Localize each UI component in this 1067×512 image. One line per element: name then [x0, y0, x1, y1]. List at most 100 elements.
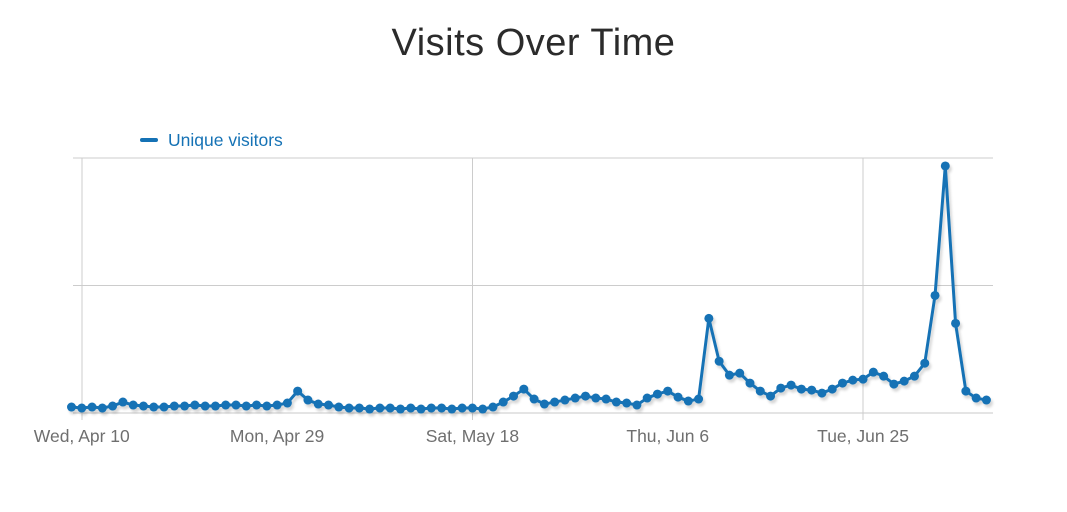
data-point-marker[interactable]	[467, 403, 477, 413]
data-point-marker[interactable]	[868, 367, 878, 377]
data-point-marker[interactable]	[272, 400, 282, 410]
data-point-marker[interactable]	[858, 374, 868, 384]
data-point-marker[interactable]	[776, 383, 786, 393]
data-point-marker[interactable]	[77, 403, 87, 413]
data-point-marker[interactable]	[457, 403, 467, 413]
data-point-marker[interactable]	[611, 397, 621, 407]
data-point-marker[interactable]	[334, 402, 344, 412]
data-point-marker[interactable]	[838, 378, 847, 388]
data-point-marker[interactable]	[231, 400, 241, 410]
data-point-marker[interactable]	[848, 375, 858, 385]
data-point-marker[interactable]	[395, 404, 405, 414]
data-point-marker[interactable]	[920, 358, 930, 368]
data-point-marker[interactable]	[190, 400, 200, 410]
data-point-marker[interactable]	[169, 401, 179, 411]
data-point-marker[interactable]	[488, 402, 498, 412]
data-point-marker[interactable]	[632, 400, 642, 410]
data-point-marker[interactable]	[951, 318, 961, 328]
data-point-marker[interactable]	[365, 404, 375, 414]
legend-line-swatch-icon	[140, 137, 158, 143]
data-point-marker[interactable]	[252, 400, 262, 410]
data-point-marker[interactable]	[930, 290, 940, 300]
data-point-marker[interactable]	[940, 161, 950, 171]
data-point-marker[interactable]	[724, 370, 734, 380]
data-point-marker[interactable]	[694, 394, 704, 404]
data-point-marker[interactable]	[796, 384, 806, 394]
data-point-marker[interactable]	[529, 394, 539, 404]
data-point-marker[interactable]	[807, 385, 817, 395]
data-point-marker[interactable]	[498, 397, 508, 407]
data-point-marker[interactable]	[128, 400, 138, 410]
data-point-marker[interactable]	[570, 393, 580, 403]
data-point-marker[interactable]	[550, 397, 560, 407]
data-point-marker[interactable]	[324, 400, 333, 410]
data-point-marker[interactable]	[210, 401, 220, 411]
data-point-marker[interactable]	[262, 401, 272, 411]
data-point-marker[interactable]	[827, 384, 837, 394]
data-point-marker[interactable]	[683, 396, 693, 406]
data-point-marker[interactable]	[416, 404, 426, 414]
x-axis-tick-label: Mon, Apr 29	[229, 426, 325, 446]
data-point-marker[interactable]	[354, 403, 364, 413]
data-point-marker[interactable]	[899, 376, 909, 386]
data-point-marker[interactable]	[447, 404, 457, 414]
data-point-marker[interactable]	[200, 401, 210, 411]
data-point-marker[interactable]	[673, 392, 683, 402]
data-point-marker[interactable]	[67, 402, 76, 412]
data-point-marker[interactable]	[344, 403, 354, 413]
x-axis-tick-label: Sat, May 18	[425, 426, 520, 446]
data-point-marker[interactable]	[889, 379, 899, 389]
data-point-marker[interactable]	[909, 371, 919, 381]
data-point-marker[interactable]	[581, 391, 590, 401]
data-point-marker[interactable]	[303, 395, 313, 405]
data-point-marker[interactable]	[108, 401, 118, 411]
data-point-marker[interactable]	[180, 401, 190, 411]
data-point-marker[interactable]	[745, 378, 755, 388]
data-point-marker[interactable]	[282, 398, 292, 408]
data-point-marker[interactable]	[766, 391, 776, 401]
data-point-marker[interactable]	[118, 397, 128, 407]
data-point-marker[interactable]	[437, 403, 447, 413]
data-point-marker[interactable]	[87, 402, 97, 412]
data-point-marker[interactable]	[426, 403, 436, 413]
data-point-marker[interactable]	[879, 371, 889, 381]
x-axis-tick-label: Thu, Jun 6	[626, 426, 710, 446]
data-point-marker[interactable]	[97, 403, 107, 413]
data-point-marker[interactable]	[622, 398, 632, 408]
data-point-marker[interactable]	[560, 395, 570, 405]
data-point-marker[interactable]	[385, 403, 395, 413]
data-point-marker[interactable]	[652, 389, 662, 399]
data-point-marker[interactable]	[159, 402, 169, 412]
data-point-marker[interactable]	[591, 393, 601, 403]
data-point-marker[interactable]	[241, 401, 251, 411]
data-point-marker[interactable]	[313, 399, 323, 409]
visits-line-chart[interactable]	[65, 150, 1005, 435]
legend-item-unique-visitors[interactable]: Unique visitors	[140, 127, 283, 153]
data-point-marker[interactable]	[786, 380, 796, 390]
unique-visitors-series	[67, 161, 991, 414]
data-point-marker[interactable]	[817, 388, 827, 398]
data-point-marker[interactable]	[406, 403, 416, 413]
data-point-marker[interactable]	[642, 393, 652, 403]
data-point-marker[interactable]	[714, 356, 724, 366]
data-point-marker[interactable]	[663, 386, 673, 396]
data-point-marker[interactable]	[478, 404, 488, 414]
data-point-marker[interactable]	[221, 400, 231, 410]
data-point-marker[interactable]	[704, 313, 714, 323]
data-point-marker[interactable]	[138, 401, 148, 411]
data-point-marker[interactable]	[755, 386, 765, 396]
data-point-marker[interactable]	[735, 368, 745, 378]
data-point-marker[interactable]	[601, 394, 611, 404]
data-point-marker[interactable]	[961, 386, 971, 396]
data-point-marker[interactable]	[375, 403, 385, 413]
chart-title: Visits Over Time	[391, 22, 676, 64]
data-point-marker[interactable]	[539, 399, 549, 409]
data-point-marker[interactable]	[981, 395, 991, 405]
data-point-marker[interactable]	[293, 386, 303, 396]
x-axis-tick-label: Wed, Apr 10	[33, 426, 130, 446]
data-point-marker[interactable]	[509, 391, 519, 401]
data-point-marker[interactable]	[971, 393, 981, 403]
data-point-marker[interactable]	[149, 402, 159, 412]
data-point-marker[interactable]	[519, 384, 529, 394]
